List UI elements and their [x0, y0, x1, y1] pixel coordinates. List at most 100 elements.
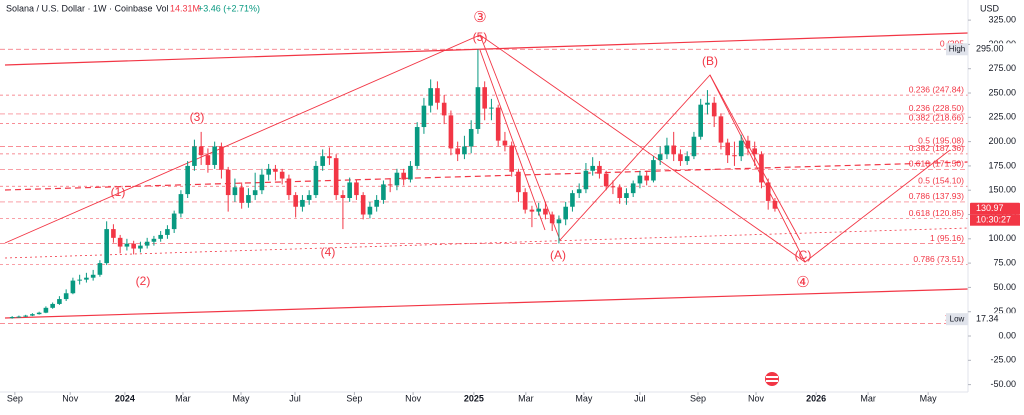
candle-body — [536, 208, 541, 212]
candle-body — [718, 116, 724, 143]
candle-body — [610, 186, 616, 188]
x-tick-label: Mar — [518, 393, 534, 403]
candle-body — [597, 165, 602, 174]
candle-body — [347, 182, 352, 198]
candle-body — [543, 208, 548, 215]
candle-body — [219, 146, 224, 170]
candle-body — [691, 136, 697, 157]
wave-label: (3) — [190, 110, 205, 124]
candle-body — [151, 238, 157, 242]
candle-body — [583, 170, 589, 190]
x-tick-label: May — [575, 393, 593, 403]
wave-label: (4) — [321, 245, 336, 259]
candle-body — [63, 293, 69, 300]
candle-body — [360, 195, 366, 215]
candle-body — [313, 165, 319, 196]
candle-body — [644, 175, 649, 181]
candle-body — [293, 195, 298, 207]
candle-body — [590, 165, 595, 171]
countdown: 10:30:27 — [976, 215, 1011, 225]
y-tick-label: 100.00 — [988, 233, 1016, 243]
x-tick-label: May — [232, 393, 250, 403]
y-tick-label: -50.00 — [990, 379, 1016, 389]
x-tick-label: May — [920, 393, 938, 403]
y-tick-label: 225.00 — [988, 112, 1016, 122]
candle-body — [435, 88, 440, 103]
x-tick-label: Jul — [289, 393, 301, 403]
currency: USD — [980, 3, 1000, 13]
candle-body — [117, 237, 123, 247]
candle-body — [144, 241, 150, 246]
candle-body — [725, 142, 730, 156]
candle-body — [131, 243, 136, 249]
candle-body — [239, 187, 244, 203]
candle-body — [394, 172, 400, 186]
candle-body — [624, 193, 629, 198]
candle-body — [104, 229, 109, 264]
candle-body — [374, 199, 379, 207]
y-tick-label: 175.00 — [988, 160, 1016, 170]
candle-body — [738, 140, 744, 157]
y-tick-label: 275.00 — [988, 63, 1016, 73]
fib-label: 0.236 (247.84) — [909, 84, 964, 94]
candle-body — [246, 195, 251, 203]
candle-body — [50, 303, 55, 308]
y-tick-label: 150.00 — [988, 185, 1016, 195]
candle-body — [232, 187, 238, 196]
candle-body — [502, 140, 508, 146]
candle-body — [651, 160, 656, 181]
low-tag-text: 17.34 — [976, 314, 999, 324]
y-tick-label: 75.00 — [993, 257, 1016, 267]
candle-body — [752, 148, 757, 155]
candle-body — [705, 102, 710, 105]
vol: 14.31M — [170, 3, 200, 13]
x-tick-label: Sep — [346, 393, 362, 403]
y-tick-label: 325.00 — [988, 14, 1016, 24]
candle-body — [617, 187, 622, 198]
candle-body — [671, 145, 676, 155]
candle-body — [23, 315, 28, 317]
wave-label: (C) — [795, 248, 812, 262]
last-tag-text: 130.97 — [976, 203, 1004, 213]
change: +3.46 (+2.71%) — [198, 3, 260, 13]
candle-body — [90, 274, 96, 278]
high-tag-text: 295.00 — [976, 44, 1004, 54]
candle-body — [759, 154, 764, 183]
candle-body — [516, 171, 521, 193]
x-tick-label: Mar — [860, 393, 876, 403]
wave-lines — [4, 34, 951, 263]
candle-body — [455, 148, 460, 155]
drawings — [4, 32, 969, 319]
candle-body — [698, 104, 703, 137]
candle-body — [468, 128, 474, 147]
candle-body — [765, 182, 771, 201]
fib-label: 0.382 (187.36) — [909, 143, 964, 153]
candle-body — [408, 165, 413, 180]
candle-body — [165, 229, 170, 235]
candle-body — [171, 213, 177, 230]
fib-label: 0.382 (218.66) — [909, 113, 964, 123]
candle-body — [657, 154, 663, 161]
x-tick-label: Nov — [748, 393, 765, 403]
candle-body — [475, 87, 481, 129]
candle-body — [30, 314, 35, 316]
candle-body — [286, 178, 292, 196]
x-tick-label: Nov — [62, 393, 79, 403]
fib-label: 0.786 (137.93) — [909, 191, 964, 201]
fib-label: 0.5 (195.08) — [918, 136, 964, 146]
high-tag — [970, 43, 1020, 56]
candle-body — [111, 229, 116, 238]
y-tick-label: 250.00 — [988, 87, 1016, 97]
candle-body — [320, 156, 325, 166]
candle-body — [381, 184, 386, 200]
candle-body — [158, 234, 163, 239]
candles — [9, 49, 778, 319]
event-icon — [765, 372, 779, 386]
candle-body — [279, 171, 285, 179]
candle-body — [489, 107, 494, 109]
candle-body — [354, 182, 359, 196]
x-tick-label: Nov — [405, 393, 422, 403]
candle-body — [772, 200, 778, 209]
candle-body — [367, 206, 373, 215]
fib-label: 0.236 (228.50) — [909, 103, 964, 113]
